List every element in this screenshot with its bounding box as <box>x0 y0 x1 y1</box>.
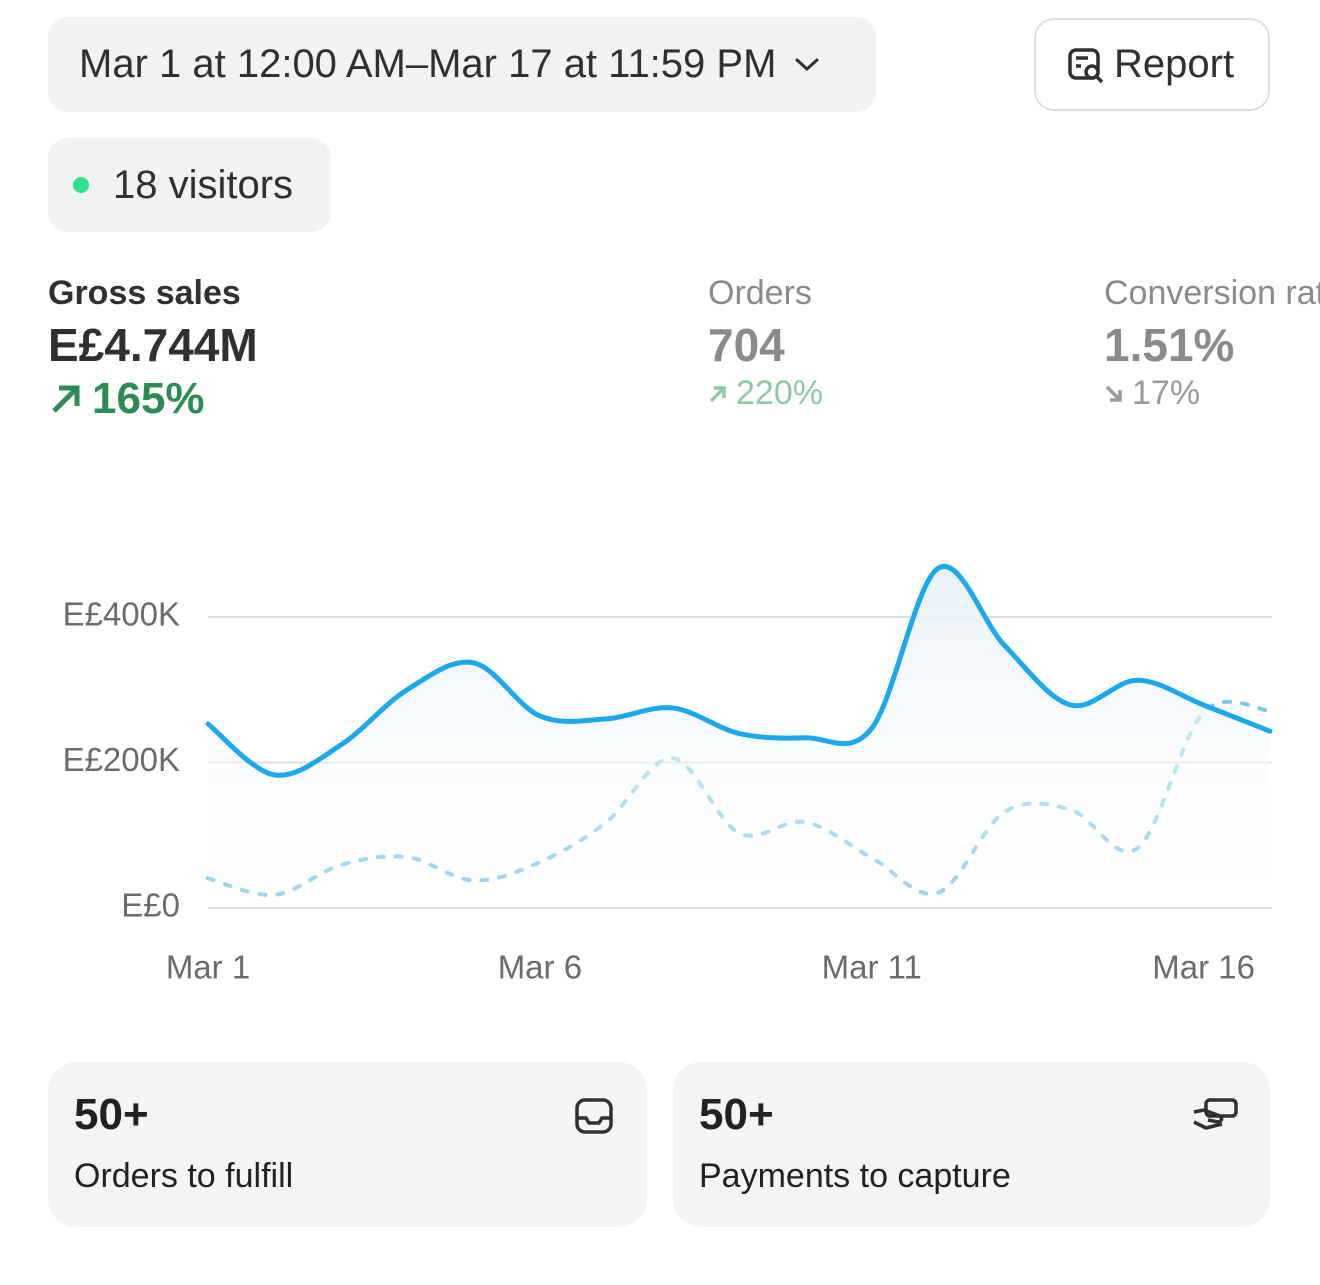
area <box>208 566 1270 908</box>
series-line <box>205 563 1273 778</box>
card-label: Payments to capture <box>699 1157 1011 1195</box>
x-tick-label: Mar 1 <box>166 949 250 986</box>
metric-value: 1.51% <box>1104 319 1235 371</box>
chart: E£0 E£200K E£400K Mar 1 Mar 6 Mar 11 Mar 16 <box>63 563 1273 986</box>
report-button[interactable]: Report <box>1034 18 1270 111</box>
chevron <box>795 58 819 71</box>
up-arrow <box>52 385 80 413</box>
y-tick-label: E£400K <box>63 596 180 633</box>
metric-label: Orders <box>708 274 812 312</box>
x-tick-label: Mar 16 <box>1152 949 1255 986</box>
y-tick-label: E£0 <box>121 887 180 924</box>
metric-value: E£4.744M <box>48 319 258 371</box>
card-count: 50+ <box>699 1090 774 1139</box>
metric-value: 704 <box>708 319 785 371</box>
metric-change: 220% <box>736 374 823 412</box>
inbox-icon <box>575 1098 613 1134</box>
metric-change: 17% <box>1132 374 1201 412</box>
payment-icon <box>1193 1098 1238 1130</box>
card-orders[interactable]: 50+ Orders to fulfill <box>48 1062 647 1227</box>
card-payments[interactable]: 50+ Payments to capture <box>673 1062 1270 1227</box>
date-range: Mar 1 at 12:00 AM–Mar 17 at 11:59 PM <box>79 42 777 86</box>
x-tick-label: Mar 11 <box>822 949 922 986</box>
metric-orders[interactable]: Orders 704 220% <box>708 274 823 413</box>
date-range-button[interactable]: Mar 1 at 12:00 AM–Mar 17 at 11:59 PM <box>48 17 876 112</box>
up-arrow <box>709 385 726 402</box>
down-arrow <box>1105 385 1122 402</box>
metric-gross-sales[interactable]: Gross sales E£4.744M 165% <box>48 274 258 424</box>
metric-label: Gross sales <box>48 274 241 312</box>
x-tick-label: Mar 6 <box>498 949 582 986</box>
report-icon <box>1068 47 1104 83</box>
report-label: Report <box>1114 42 1235 86</box>
metric-conversion[interactable]: Conversion rate 1.51% 17% <box>1104 274 1320 413</box>
card-label: Orders to fulfill <box>74 1157 294 1195</box>
live-dot <box>73 177 89 193</box>
visitors-pill[interactable]: 18 visitors <box>48 138 331 232</box>
visitors-count: 18 visitors <box>113 162 294 207</box>
metric-label: Conversion rate <box>1104 274 1320 312</box>
y-tick-label: E£200K <box>63 741 180 778</box>
metric-change: 165% <box>92 374 205 423</box>
card-count: 50+ <box>74 1090 149 1139</box>
